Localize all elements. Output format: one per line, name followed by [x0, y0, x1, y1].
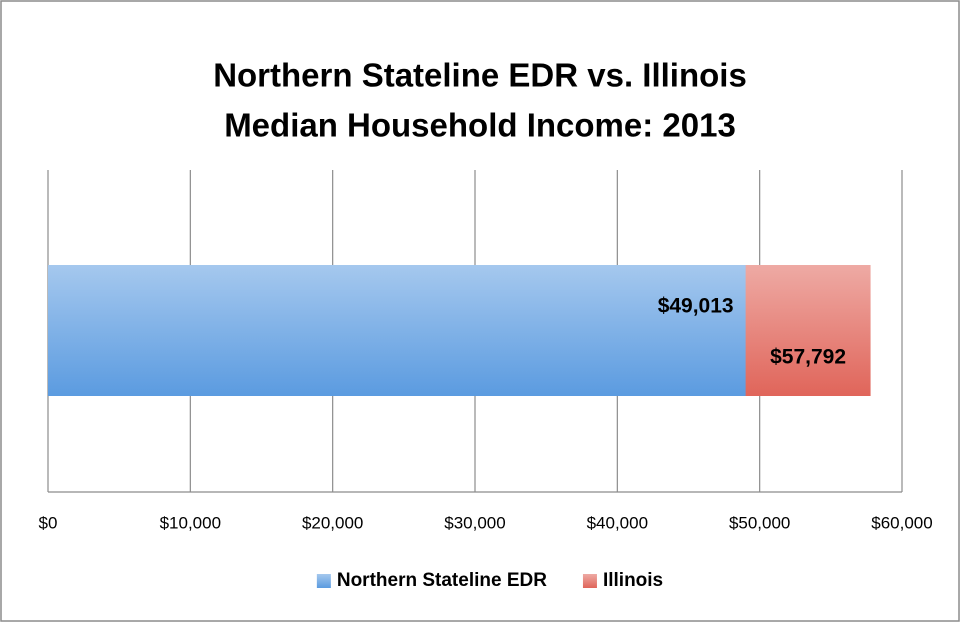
x-tick-label: $50,000: [729, 513, 790, 532]
x-tick-label: $60,000: [871, 513, 932, 532]
bar: [48, 265, 746, 396]
legend-label: Northern Stateline EDR: [337, 570, 547, 591]
x-tick-label: $40,000: [587, 513, 648, 532]
legend-swatch: [582, 574, 597, 588]
chart-title: Median Household Income: 2013: [224, 107, 736, 144]
value-label: $49,013: [658, 295, 734, 318]
x-tick-label: $10,000: [160, 513, 221, 532]
legend-label: Illinois: [603, 570, 663, 591]
legend-item: Northern Stateline EDR: [316, 570, 547, 591]
legend-item: Illinois: [582, 570, 663, 591]
value-label: $57,792: [770, 346, 846, 369]
chart-title: Northern Stateline EDR vs. Illinois: [213, 57, 747, 94]
x-tick-label: $20,000: [302, 513, 363, 532]
x-tick-label: $30,000: [444, 513, 505, 532]
legend-swatch: [316, 574, 331, 588]
x-tick-label: $0: [39, 513, 58, 532]
